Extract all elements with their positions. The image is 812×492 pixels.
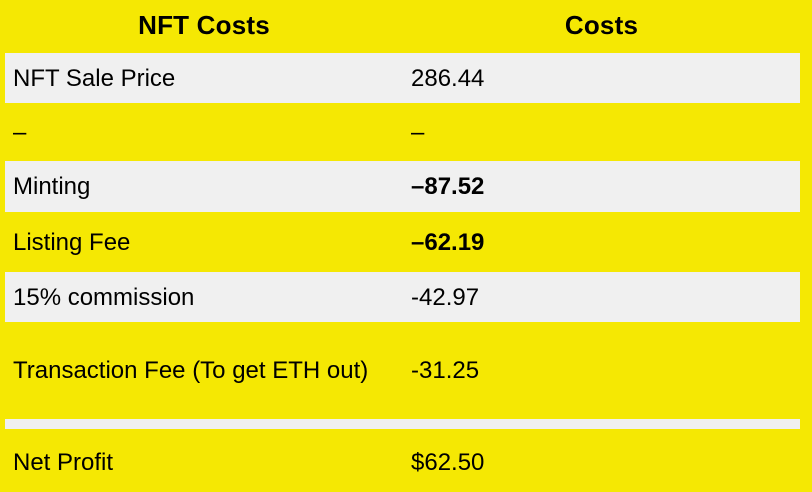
row-label: Net Profit	[13, 449, 114, 476]
table-separator-row	[5, 419, 800, 429]
table-row: Net Profit $62.50	[5, 433, 800, 492]
row-value: 286.44	[411, 64, 485, 92]
row-value: -31.25	[411, 356, 480, 384]
header-nft-costs: NFT Costs	[138, 9, 270, 40]
table-header-row: NFT Costs Costs	[5, 0, 800, 50]
costs-table: NFT Costs Costs NFT Sale Price 286.44 – …	[5, 0, 800, 492]
row-label: Transaction Fee (To get ETH out)	[13, 356, 369, 384]
row-label: Minting	[13, 173, 91, 200]
row-value: –87.52	[411, 173, 485, 200]
row-value: –62.19	[411, 228, 485, 256]
row-value: -42.97	[411, 283, 480, 311]
table-row: Minting –87.52	[5, 161, 800, 212]
table-body: NFT Sale Price 286.44 – – Minting –87.52…	[5, 53, 800, 492]
row-label: Listing Fee	[13, 228, 131, 256]
header-costs: Costs	[564, 9, 639, 40]
row-value	[403, 419, 800, 429]
table-row: Transaction Fee (To get ETH out) -31.25	[5, 327, 800, 413]
row-value: $62.50	[411, 449, 485, 476]
table-row: – –	[5, 107, 800, 157]
table-row: Listing Fee –62.19	[5, 217, 800, 267]
row-label	[5, 419, 403, 429]
table-row: NFT Sale Price 286.44	[5, 53, 800, 103]
row-label: 15% commission	[13, 283, 195, 311]
table-row: 15% commission -42.97	[5, 272, 800, 322]
row-label: NFT Sale Price	[13, 64, 176, 92]
row-value: –	[411, 118, 425, 146]
row-label: –	[13, 118, 27, 146]
